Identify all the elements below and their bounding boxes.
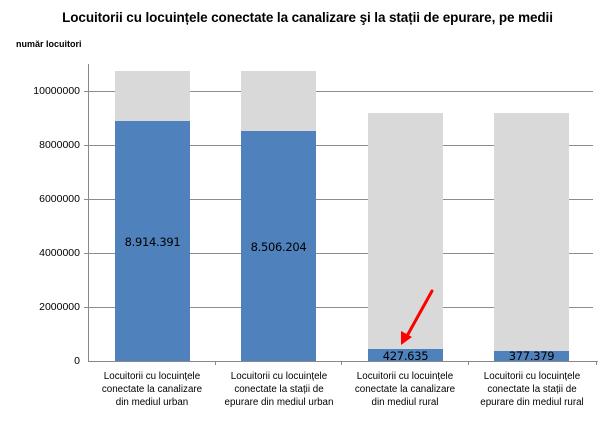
gridline-4000000 (84, 253, 593, 254)
bar-total-segment (368, 113, 443, 361)
bar-connected-segment (241, 131, 316, 361)
category-label-line: conectate la stații de (487, 384, 577, 395)
chart-title: Locuitorii cu locuințele conectate la ca… (62, 10, 553, 25)
y-axis-line (88, 64, 89, 362)
x-tick (341, 361, 342, 365)
category-label-urban-epurare: Locuitorii cu locuințele conectate la st… (216, 370, 342, 409)
bar-connected-segment (368, 349, 443, 361)
category-label-line: epurare din mediul urban (224, 397, 334, 408)
bar-rural-epurare: 377.379 (494, 0, 569, 434)
category-label-line: Locuitorii cu locuințele (103, 371, 201, 382)
y-tick-label: 6000000 (39, 193, 80, 205)
category-label-urban-canalizare: Locuitorii cu locuințele conectate la ca… (89, 370, 215, 409)
category-label-line: din mediul rural (371, 397, 439, 408)
bar-total-segment (494, 113, 569, 361)
data-label: 427.635 (382, 349, 429, 363)
x-tick (468, 361, 469, 365)
category-label-rural-epurare: Locuitorii cu locuințele conectate la st… (469, 370, 595, 409)
category-label-rural-canalizare: Locuitorii cu locuințele conectate la ca… (342, 370, 468, 409)
y-tick-label: 4000000 (39, 247, 80, 259)
x-axis-line (88, 361, 598, 362)
bar-connected-segment (115, 121, 190, 361)
gridline-6000000 (84, 199, 593, 200)
y-tick-label: 10000000 (33, 85, 80, 97)
y-tick-label: 8000000 (39, 139, 80, 151)
x-tick (596, 361, 597, 365)
category-label-line: epurare din mediul rural (480, 397, 584, 408)
category-label-line: Locuitorii cu locuințele (230, 371, 328, 382)
gridline-8000000 (84, 145, 593, 146)
data-label: 377.379 (508, 349, 555, 363)
bar-rural-canalizare: 427.635 (368, 0, 443, 434)
x-tick (215, 361, 216, 365)
category-label-line: Locuitorii cu locuințele (483, 371, 581, 382)
bar-urban-canalizare: 8.914.391 (115, 0, 190, 434)
gridline-2000000 (84, 307, 593, 308)
y-axis-title: număr locuitori (16, 39, 82, 49)
category-label-line: conectate la canalizare (354, 384, 456, 395)
bar-urban-epurare: 8.506.204 (241, 0, 316, 434)
category-label-line: conectate la canalizare (101, 384, 203, 395)
bar-connected-segment (494, 351, 569, 361)
y-tick-label: 2000000 (39, 301, 80, 313)
gridline-10000000 (84, 91, 593, 92)
data-label: 8.506.204 (250, 240, 307, 254)
y-tick-label: 0 (74, 355, 80, 367)
category-label-line: conectate la stații de (234, 384, 324, 395)
category-label-line: din mediul urban (115, 397, 189, 408)
category-label-line: Locuitorii cu locuințele (356, 371, 454, 382)
data-label: 8.914.391 (124, 235, 181, 249)
